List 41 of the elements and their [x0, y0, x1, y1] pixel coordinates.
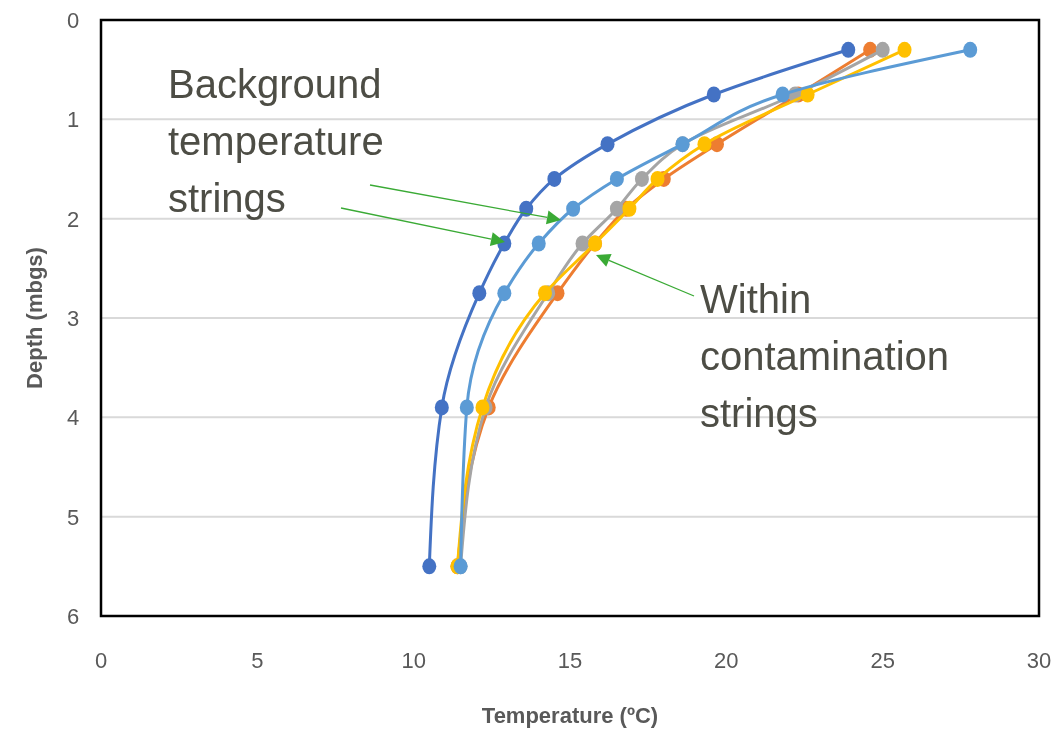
- point: [650, 170, 665, 187]
- y-tick-label: 6: [66, 604, 80, 629]
- point: [472, 285, 487, 302]
- point: [697, 136, 712, 153]
- x-tick-label: 15: [557, 648, 583, 673]
- y-tick-label: 1: [66, 107, 80, 133]
- y-tick-label: 4: [66, 405, 80, 431]
- y-tick-label: 5: [66, 504, 80, 530]
- point: [519, 200, 534, 217]
- point: [537, 285, 552, 302]
- point: [875, 41, 890, 58]
- point: [775, 86, 790, 103]
- x-tick-label: 0: [94, 648, 108, 673]
- x-tick-label: 20: [714, 648, 739, 673]
- x-tick-label: 30: [1026, 648, 1052, 673]
- point: [963, 41, 978, 58]
- point: [434, 399, 449, 416]
- point: [897, 41, 912, 58]
- x-tick-label: 5: [251, 648, 264, 673]
- point: [706, 86, 721, 103]
- y-tick-label: 0: [66, 8, 80, 33]
- point: [422, 558, 437, 575]
- x-axis-title: Temperature (ºC): [481, 703, 659, 728]
- y-tick-label: 3: [66, 306, 80, 331]
- x-tick-label: 25: [870, 648, 895, 673]
- y-axis-title: Depth (mbgs): [22, 247, 47, 389]
- point: [609, 200, 624, 217]
- point: [600, 136, 615, 153]
- point: [841, 41, 856, 58]
- point: [547, 170, 562, 187]
- point: [459, 399, 474, 416]
- point: [634, 170, 649, 187]
- point: [497, 285, 512, 302]
- point: [609, 170, 624, 187]
- point: [575, 235, 590, 252]
- point: [566, 200, 581, 217]
- annotation: Background temperature strings: [168, 62, 384, 220]
- x-tick-label: 10: [401, 648, 426, 673]
- annotation: Within contamination strings: [700, 277, 950, 435]
- y-tick-label: 2: [66, 206, 80, 232]
- point: [531, 235, 546, 252]
